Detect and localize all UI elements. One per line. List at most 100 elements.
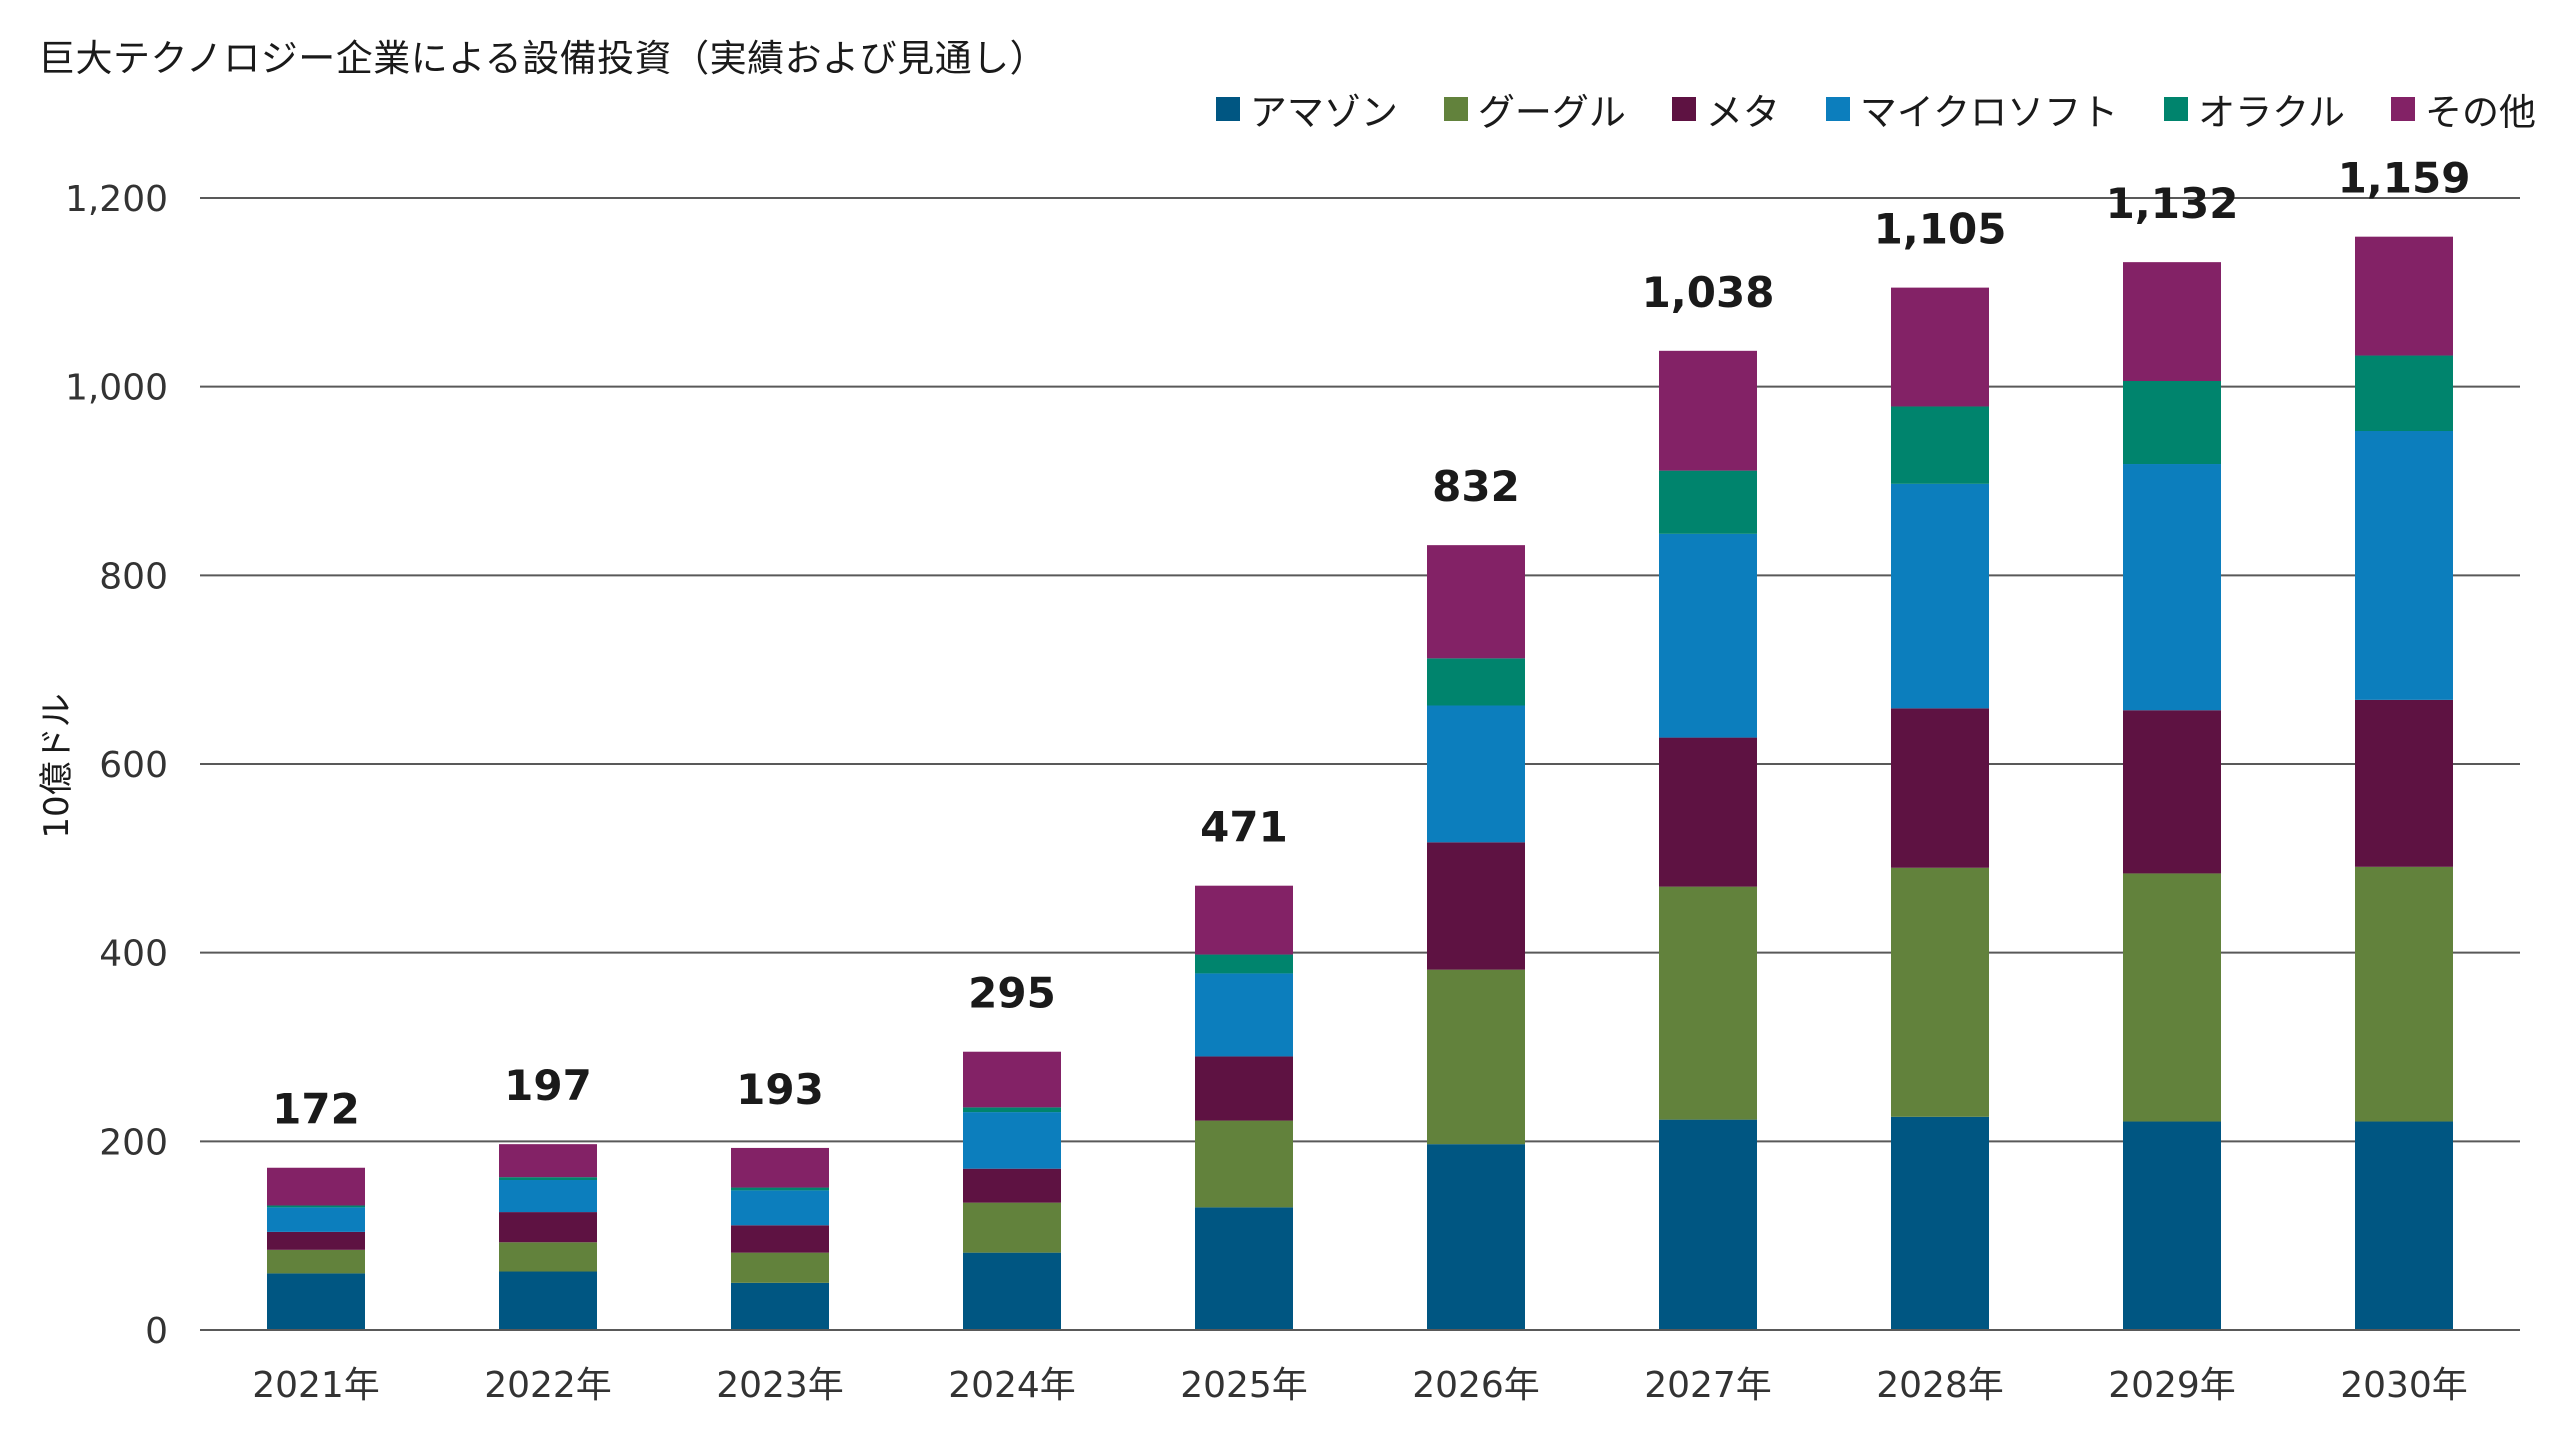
bar-segment [1427, 658, 1525, 706]
bar-segment [1195, 1207, 1293, 1330]
bar-segment [1891, 867, 1989, 1117]
bar-segment [1195, 1120, 1293, 1208]
legend-item: グーグル [1443, 82, 1626, 136]
y-tick-label: 800 [99, 556, 168, 597]
bar-segment [731, 1282, 829, 1330]
y-axis-label: 10億ドル [37, 693, 77, 838]
x-tick-label: 2027年 [1644, 1365, 1772, 1406]
y-tick-label: 400 [99, 934, 168, 975]
y-tick-label: 200 [99, 1122, 168, 1163]
bar-segment [731, 1187, 829, 1191]
bar-segment [1891, 1116, 1989, 1330]
bar-segment [499, 1180, 597, 1213]
bar-segment [2123, 873, 2221, 1122]
x-tick-label: 2021年 [252, 1365, 380, 1406]
total-label: 295 [968, 969, 1056, 1018]
total-label: 1,132 [2106, 179, 2239, 228]
bar-segment [267, 1231, 365, 1250]
total-label: 1,038 [1642, 268, 1775, 317]
bar-segment [1195, 954, 1293, 974]
total-label: 193 [736, 1065, 824, 1114]
bar-segment [731, 1147, 829, 1188]
bar-segment [2355, 355, 2453, 432]
bar-segment [731, 1225, 829, 1253]
bar-segment [1427, 705, 1525, 843]
legend-swatch [1443, 97, 1468, 121]
bar-segment [1659, 737, 1757, 887]
legend-swatch [1671, 97, 1696, 121]
bar-segment [963, 1051, 1061, 1108]
legend: アマゾン グーグル メタ マイクロソフト オラクル その他 [1215, 82, 2536, 136]
bar-segment [1659, 1119, 1757, 1330]
bar-segment [731, 1190, 829, 1226]
bar-segment [1659, 350, 1757, 471]
total-label: 1,159 [2338, 154, 2471, 203]
legend-label: グーグル [1477, 91, 1626, 134]
bar-segment [731, 1252, 829, 1283]
bar-segment [1427, 545, 1525, 659]
bar-segment [1891, 708, 1989, 868]
bar-segment [963, 1112, 1061, 1169]
bar-segment [267, 1167, 365, 1206]
legend-item: メタ [1671, 82, 1780, 136]
bar-segment [2123, 710, 2221, 874]
bar-segment [1195, 885, 1293, 955]
bar-segment [1891, 406, 1989, 484]
bar-segment [1195, 1056, 1293, 1121]
x-tick-label: 2026年 [1412, 1365, 1540, 1406]
total-label: 832 [1432, 462, 1520, 511]
y-tick-label: 1,000 [65, 368, 168, 409]
bar-segment [1891, 483, 1989, 709]
bar-segment [1195, 973, 1293, 1057]
legend-item: オラクル [2164, 82, 2345, 136]
y-tick-label: 600 [99, 745, 168, 786]
bar-segment [2123, 1121, 2221, 1330]
bar-segment [267, 1205, 365, 1208]
total-label: 197 [504, 1061, 592, 1110]
bar-segment [499, 1177, 597, 1181]
bar-segment [499, 1271, 597, 1330]
bar-segment [1427, 969, 1525, 1145]
bar-segment [963, 1202, 1061, 1253]
bar-segment [2355, 1121, 2453, 1330]
bar-segment [1891, 287, 1989, 407]
bar-segment [1659, 533, 1757, 738]
legend-label: アマゾン [1249, 91, 1398, 134]
legend-label: オラクル [2198, 91, 2345, 134]
bar-segment [2355, 866, 2453, 1122]
legend-label: その他 [2425, 91, 2536, 134]
x-tick-label: 2028年 [1876, 1365, 2004, 1406]
total-label: 172 [272, 1085, 360, 1134]
bar-segment [499, 1144, 597, 1178]
legend-label: マイクロソフト [1859, 91, 2119, 134]
x-tick-label: 2023年 [716, 1365, 844, 1406]
legend-item: その他 [2391, 82, 2536, 136]
legend-swatch [1825, 97, 1850, 121]
bar-segment [1427, 1144, 1525, 1330]
bar-segment [2123, 381, 2221, 465]
bar-segment [2123, 262, 2221, 382]
bar-segment [267, 1249, 365, 1274]
total-label: 471 [1200, 803, 1288, 852]
bar-segment [963, 1107, 1061, 1113]
total-label: 1,105 [1874, 205, 2007, 254]
y-tick-label: 0 [145, 1311, 168, 1352]
bar-segment [499, 1212, 597, 1243]
x-tick-label: 2025年 [1180, 1365, 1308, 1406]
bar-segment [267, 1273, 365, 1330]
x-tick-label: 2024年 [948, 1365, 1076, 1406]
legend-swatch [1215, 97, 1240, 121]
bar-segment [1659, 470, 1757, 534]
bar-segment [2355, 431, 2453, 700]
bar-segment [963, 1168, 1061, 1203]
legend-item: アマゾン [1215, 82, 1398, 136]
y-tick-label: 1,200 [65, 179, 168, 220]
bar-segment [267, 1207, 365, 1232]
bar-segment [499, 1242, 597, 1272]
legend-item: マイクロソフト [1825, 82, 2119, 136]
bar-segment [1427, 842, 1525, 970]
bar-segment [2355, 236, 2453, 356]
legend-swatch [2391, 97, 2415, 121]
bar-segment [1659, 886, 1757, 1120]
